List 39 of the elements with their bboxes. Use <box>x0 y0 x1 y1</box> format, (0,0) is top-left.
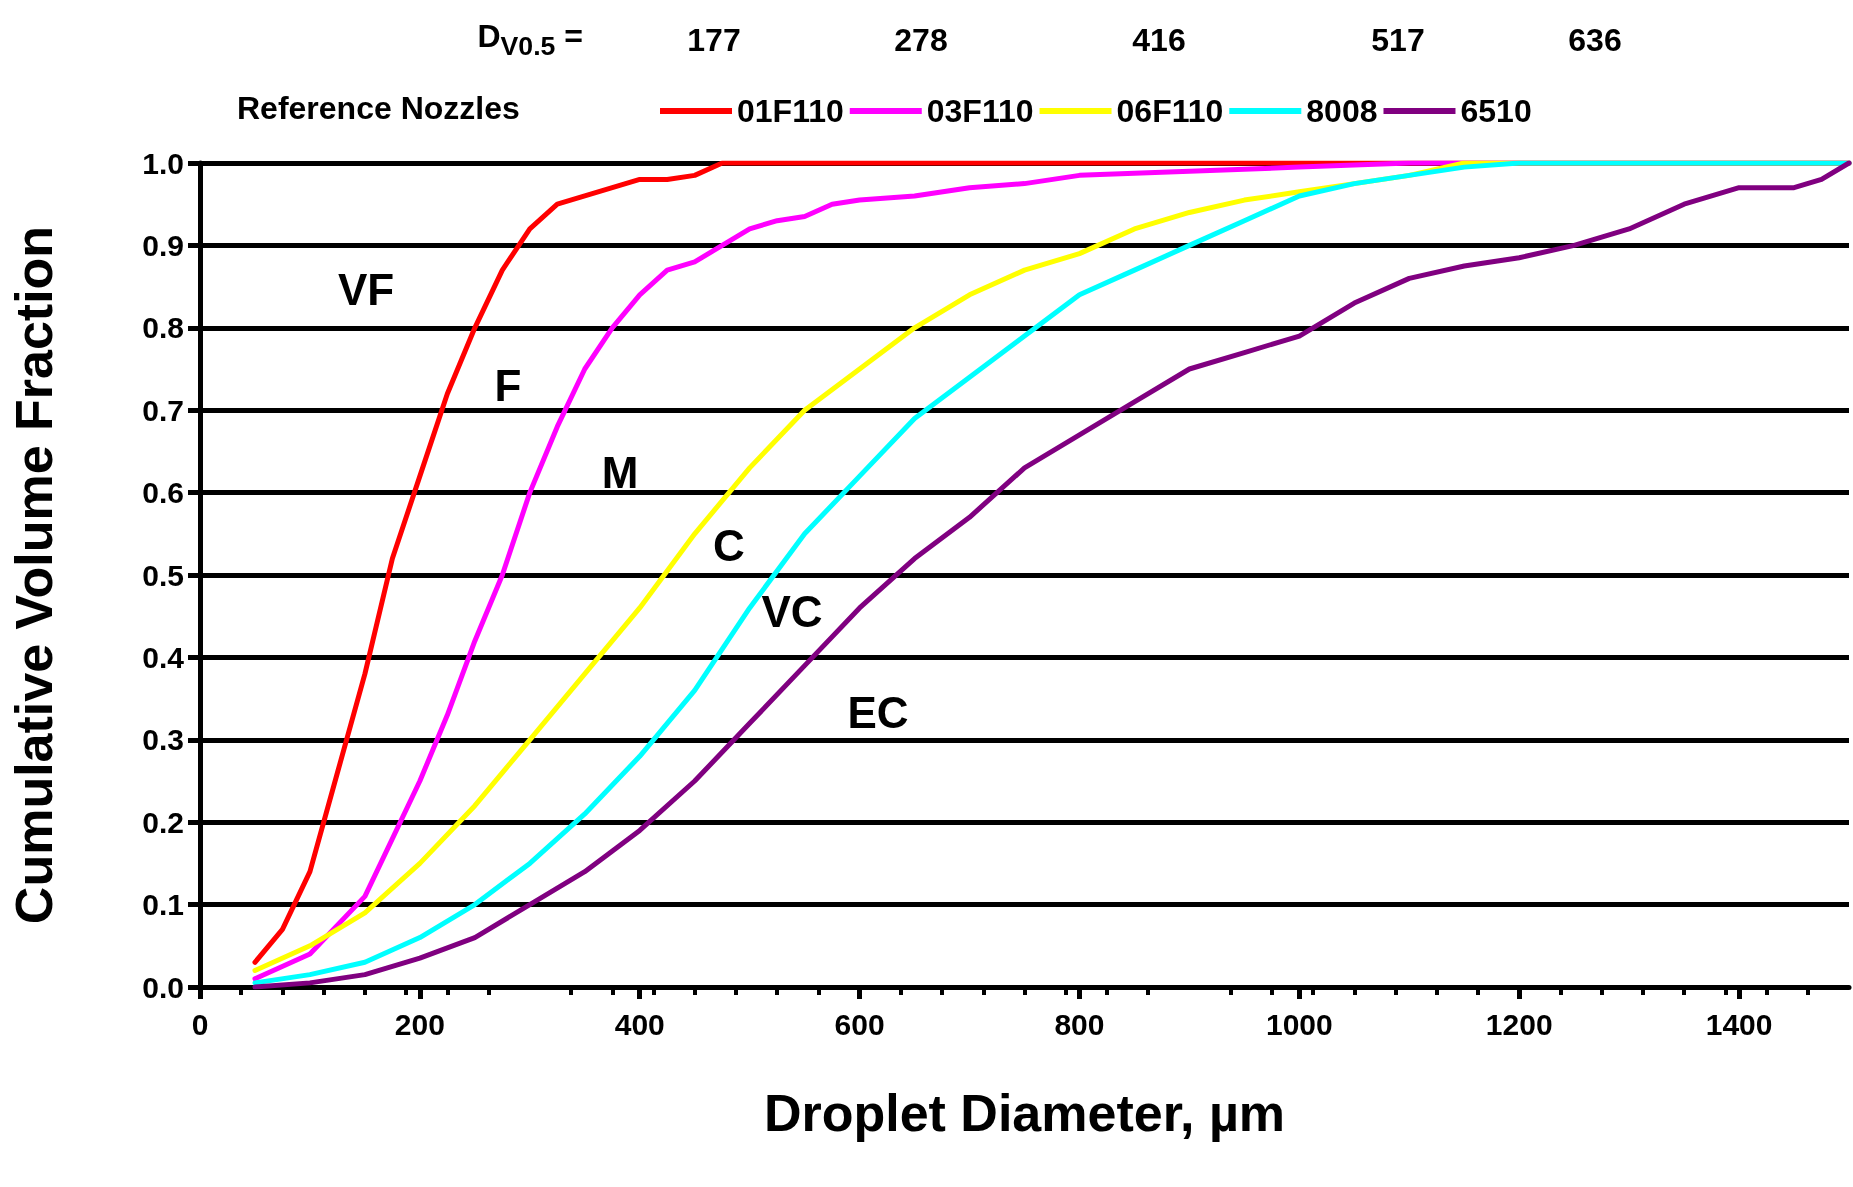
legend-label: 06F110 <box>1116 93 1224 129</box>
annotation: M <box>601 448 639 497</box>
annotation: F <box>494 361 522 410</box>
legend-label: 8008 <box>1306 93 1378 129</box>
legend-title: Reference Nozzles <box>237 90 520 126</box>
y-tick-label: 0.6 <box>142 476 184 510</box>
text: D$_{V0.5}$ = <box>477 18 583 61</box>
y-tick-label: 0.4 <box>142 640 185 674</box>
x-tick-label: 200 <box>394 1007 445 1041</box>
y-tick-label: 0.0 <box>142 970 184 1004</box>
x-tick-label: 400 <box>614 1007 665 1041</box>
y-tick-label: 1.0 <box>142 146 184 180</box>
legend-label: 03F110 <box>926 93 1034 129</box>
y-tick-label: 0.5 <box>142 558 184 592</box>
x-tick-label: 1000 <box>1265 1007 1333 1041</box>
text: 177 <box>687 22 741 58</box>
text: 517 <box>1371 22 1425 58</box>
y-tick-label: 0.7 <box>142 393 184 427</box>
legend-label: 6510 <box>1460 93 1532 129</box>
y-tick-label: 0.1 <box>142 888 184 922</box>
y-tick-label: 0.9 <box>142 228 184 262</box>
text: 636 <box>1568 22 1622 58</box>
annotation: VF <box>337 265 395 314</box>
legend-label: 01F110 <box>737 93 844 129</box>
y-tick-label: 0.8 <box>142 311 184 345</box>
x-tick-label: 800 <box>1054 1007 1105 1041</box>
annotation: VC <box>761 587 823 636</box>
x-tick-label: 600 <box>834 1007 885 1041</box>
y-tick-label: 0.2 <box>142 805 184 839</box>
x-axis-title: Droplet Diameter, µm <box>763 1084 1286 1142</box>
text: 278 <box>894 22 948 58</box>
x-tick-label: 1200 <box>1485 1007 1553 1041</box>
x-tick-label: 1400 <box>1705 1007 1773 1041</box>
y-tick-label: 0.3 <box>142 723 184 757</box>
x-tick-label: 0 <box>191 1007 209 1041</box>
annotation: C <box>713 521 745 570</box>
y-axis-title: Cumulative Volume Fraction <box>5 225 63 925</box>
text: 416 <box>1132 22 1186 58</box>
annotation: EC <box>847 688 909 737</box>
